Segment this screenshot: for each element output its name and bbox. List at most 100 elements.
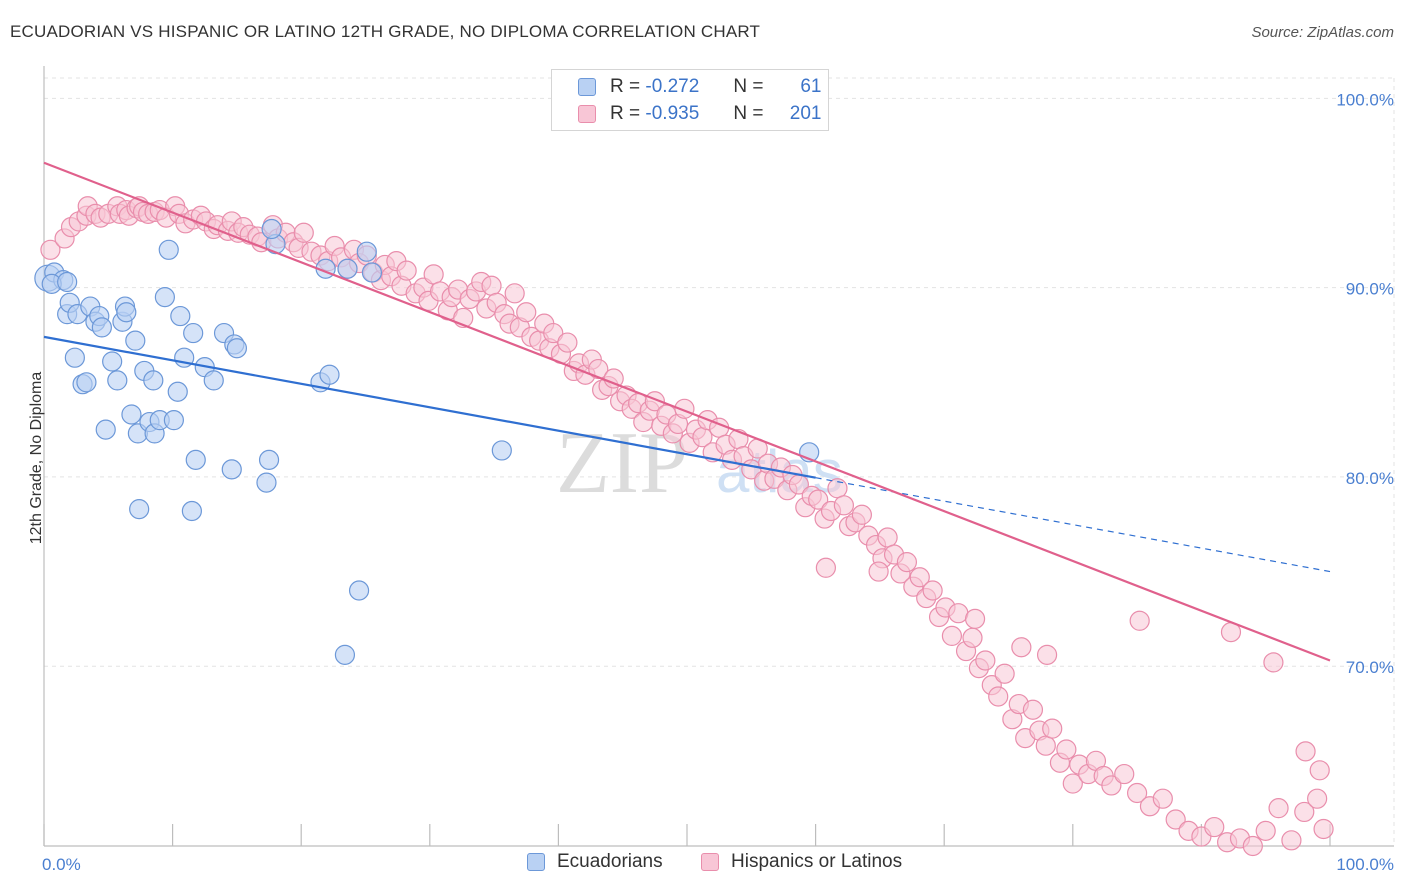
data-point-ecuadorian bbox=[181, 500, 202, 522]
legend-swatch-blue bbox=[527, 853, 545, 871]
legend-r-label: R = bbox=[610, 76, 641, 97]
data-point-hispanic bbox=[504, 283, 525, 304]
data-point-hispanic bbox=[396, 260, 417, 281]
data-point-hispanic bbox=[1101, 775, 1122, 796]
data-point-hispanic bbox=[941, 625, 963, 647]
data-point-ecuadorian bbox=[163, 410, 184, 431]
data-point-ecuadorian bbox=[221, 459, 242, 480]
data-point-hispanic bbox=[962, 627, 983, 648]
data-point-hispanic bbox=[1062, 773, 1083, 794]
data-point-ecuadorian bbox=[170, 305, 191, 327]
y-tick-label: 100.0% bbox=[1336, 90, 1394, 109]
source-label: Source: ZipAtlas.com bbox=[1251, 24, 1394, 41]
trend-line-ecuadorians bbox=[43, 335, 816, 479]
data-point-hispanic bbox=[516, 302, 537, 323]
data-point-hispanic bbox=[909, 567, 930, 588]
legend-swatch-pink bbox=[701, 853, 719, 871]
legend-swatch-blue bbox=[578, 78, 596, 96]
data-point-ecuadorian bbox=[348, 580, 370, 601]
data-point-ecuadorian bbox=[76, 372, 97, 393]
data-point-hispanic bbox=[1035, 735, 1056, 756]
hispanic-points bbox=[40, 196, 1334, 857]
data-point-hispanic bbox=[896, 551, 918, 573]
data-point-hispanic bbox=[994, 663, 1015, 684]
stats-legend: R = -0.272 N = 61 R = -0.935 N = 201 bbox=[551, 69, 829, 131]
data-point-ecuadorian bbox=[337, 258, 358, 279]
legend-swatch-pink bbox=[578, 105, 596, 123]
data-point-ecuadorian bbox=[167, 381, 188, 402]
data-point-ecuadorian bbox=[334, 644, 356, 665]
data-point-hispanic bbox=[815, 557, 836, 578]
data-point-hispanic bbox=[877, 527, 898, 548]
data-point-hispanic bbox=[1126, 782, 1148, 804]
data-point-ecuadorian bbox=[121, 404, 142, 425]
trend-lines bbox=[43, 161, 1331, 662]
legend-r-label: R = bbox=[610, 103, 641, 124]
legend-item-hispanics[interactable]: Hispanics or Latinos bbox=[701, 851, 902, 873]
data-point-hispanic bbox=[1114, 763, 1135, 785]
data-point-hispanic bbox=[868, 561, 889, 582]
data-point-hispanic bbox=[1268, 798, 1289, 819]
data-point-hispanic bbox=[1309, 760, 1330, 781]
data-point-ecuadorian bbox=[95, 419, 116, 440]
data-point-ecuadorian bbox=[183, 322, 204, 344]
data-point-hispanic bbox=[988, 686, 1009, 707]
data-point-hispanic bbox=[1011, 637, 1032, 658]
data-point-hispanic bbox=[1313, 818, 1334, 840]
data-point-hispanic bbox=[1295, 741, 1316, 762]
data-point-ecuadorian bbox=[91, 317, 112, 338]
chart-title: ECUADORIAN VS HISPANIC OR LATINO 12TH GR… bbox=[10, 22, 761, 41]
data-point-hispanic bbox=[833, 495, 854, 516]
data-point-hispanic bbox=[40, 239, 61, 260]
data-point-hispanic bbox=[1263, 652, 1284, 673]
data-point-hispanic bbox=[975, 650, 996, 671]
legend-label: Hispanics or Latinos bbox=[731, 851, 903, 872]
data-point-ecuadorian bbox=[491, 440, 512, 461]
data-point-ecuadorian bbox=[226, 338, 247, 359]
data-point-hispanic bbox=[1022, 699, 1044, 720]
data-point-hispanic bbox=[1036, 644, 1058, 665]
y-tick-label: 80.0% bbox=[1346, 469, 1394, 488]
legend-n-label: N = bbox=[733, 76, 764, 97]
data-point-ecuadorian bbox=[203, 370, 224, 391]
data-point-hispanic bbox=[1042, 718, 1063, 739]
legend-r-value: -0.272 bbox=[645, 76, 700, 97]
data-point-hispanic bbox=[1204, 816, 1225, 838]
data-point-hispanic bbox=[543, 322, 564, 344]
legend-n-value: 61 bbox=[800, 76, 822, 97]
ecuadorian-points bbox=[34, 218, 820, 665]
data-point-ecuadorian bbox=[158, 239, 179, 260]
legend-item-ecuadorians[interactable]: Ecuadorians bbox=[527, 851, 663, 873]
data-point-ecuadorian bbox=[258, 449, 280, 470]
data-point-hispanic bbox=[1129, 610, 1150, 631]
y-axis-title: 12th Grade, No Diploma bbox=[28, 372, 45, 545]
data-point-hispanic bbox=[1165, 809, 1186, 830]
data-point-ecuadorian bbox=[319, 364, 340, 385]
data-point-hispanic bbox=[922, 580, 943, 601]
data-point-hispanic bbox=[1281, 830, 1302, 851]
data-point-hispanic bbox=[1152, 788, 1173, 809]
data-point-hispanic bbox=[1294, 801, 1315, 823]
data-point-ecuadorian bbox=[107, 370, 128, 391]
legend-r-value: -0.935 bbox=[645, 103, 700, 124]
x-tick-label: 0.0% bbox=[42, 855, 81, 874]
data-point-ecuadorian bbox=[185, 449, 206, 470]
data-point-ecuadorian bbox=[261, 218, 282, 240]
data-point-hispanic bbox=[481, 275, 502, 296]
data-point-hispanic bbox=[851, 504, 872, 525]
data-point-ecuadorian bbox=[143, 370, 164, 391]
data-point-hispanic bbox=[1056, 739, 1077, 760]
data-point-ecuadorian bbox=[356, 241, 377, 262]
data-point-hispanic bbox=[293, 222, 314, 243]
x-tick-label: 100.0% bbox=[1336, 855, 1394, 874]
data-point-hispanic bbox=[1255, 820, 1276, 841]
data-point-ecuadorian bbox=[57, 271, 78, 293]
data-point-hispanic bbox=[1307, 788, 1328, 809]
data-point-ecuadorian bbox=[154, 287, 175, 308]
data-point-hispanic bbox=[948, 603, 969, 624]
data-point-ecuadorian bbox=[102, 351, 123, 372]
legend-row-hispanics: R = -0.935 N = 201 bbox=[552, 101, 822, 127]
legend-label: Ecuadorians bbox=[557, 851, 663, 872]
data-point-ecuadorian bbox=[64, 347, 85, 368]
legend-row-ecuadorians: R = -0.272 N = 61 bbox=[552, 74, 822, 100]
